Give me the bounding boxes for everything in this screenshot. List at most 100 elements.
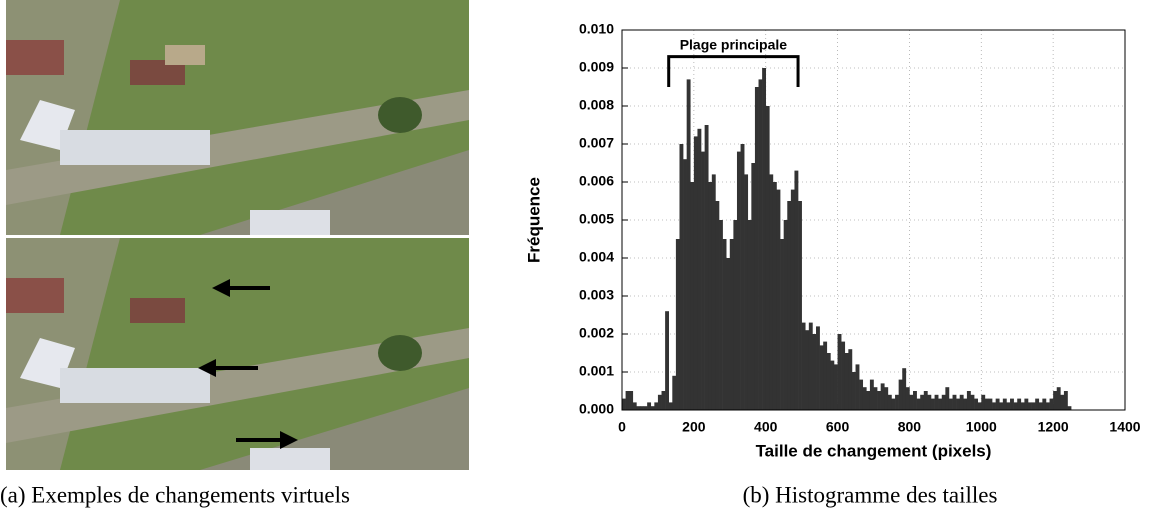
bar [690,182,695,410]
caption-b: (b) Histogramme des tailles [743,482,998,507]
bar [984,398,989,410]
bar [1024,398,1029,410]
bar [787,201,792,410]
bar [686,79,691,411]
caption-a: (a) Exemples de changements virtuels [0,482,350,507]
bar [783,220,788,410]
bar [733,220,738,410]
bar [722,239,727,410]
bar [898,379,903,410]
y-tick-label: 0.007 [579,135,614,151]
bar [880,383,885,410]
bar [1038,402,1043,410]
bar [762,68,767,410]
bar [801,322,806,410]
bar [1056,387,1061,410]
bar [956,398,961,410]
bar [1010,398,1014,410]
bar [765,106,770,410]
bar [629,391,634,410]
bar [708,182,713,410]
bar [636,406,641,410]
bar [772,182,777,410]
bar [1063,391,1068,410]
bar [776,189,781,410]
bar [758,79,763,411]
x-tick-label: 1000 [966,419,997,435]
bar [859,379,864,410]
bar [819,345,824,410]
bar [805,330,810,410]
bar [927,394,932,410]
bar [934,394,939,410]
bar [855,364,860,410]
bar [948,398,953,410]
bar [844,353,849,410]
bar [938,398,943,410]
bar [851,372,856,410]
bar [650,406,655,410]
bar [970,394,975,410]
bar [625,391,630,410]
bar [769,174,774,410]
bar [798,201,802,410]
bar [1049,398,1054,410]
annotation-text: Plage principale [680,36,788,52]
bar [1006,402,1011,410]
bar [719,220,723,410]
bar [751,163,756,410]
bar [913,391,917,410]
bar [790,189,795,410]
bar [920,394,925,410]
bar [999,402,1004,410]
bar [736,151,741,410]
bar [995,398,1000,410]
bar [754,87,759,410]
bar [812,334,817,410]
bar [959,394,964,410]
bar [675,239,680,410]
bar [639,406,644,410]
bar [895,394,899,410]
bar [841,341,846,410]
bar [974,398,978,410]
bar [1053,391,1058,410]
bar [902,368,907,410]
bar [701,151,705,410]
y-tick-label: 0.002 [579,325,614,341]
bar [823,341,828,410]
bar [891,398,896,410]
bar [747,220,752,410]
bar [1013,402,1018,410]
bar [877,391,881,410]
bar [693,136,698,410]
bar [981,394,986,410]
bar [887,394,892,410]
bar [657,394,662,410]
bar [1045,402,1050,410]
bar [744,174,749,410]
bar [866,391,871,410]
bar [661,391,666,410]
bar [726,258,731,410]
bar [740,144,745,410]
bar [905,387,910,410]
y-tick-label: 0.003 [579,287,614,303]
bar [654,402,659,410]
bar [1042,398,1047,410]
x-tick-label: 1400 [1109,419,1140,435]
y-tick-label: 0.005 [579,211,614,227]
bar [945,387,950,410]
annotation-bracket [667,55,800,87]
aerial-photo-top [6,0,469,235]
bar [1060,394,1065,410]
bar [826,353,831,410]
bar [923,391,928,410]
y-tick-label: 0.008 [579,97,614,113]
x-tick-label: 600 [826,419,850,435]
bar [941,394,946,410]
bar [715,201,720,410]
bar [833,364,838,410]
x-tick-label: 1200 [1038,419,1069,435]
y-tick-label: 0.000 [579,401,614,417]
